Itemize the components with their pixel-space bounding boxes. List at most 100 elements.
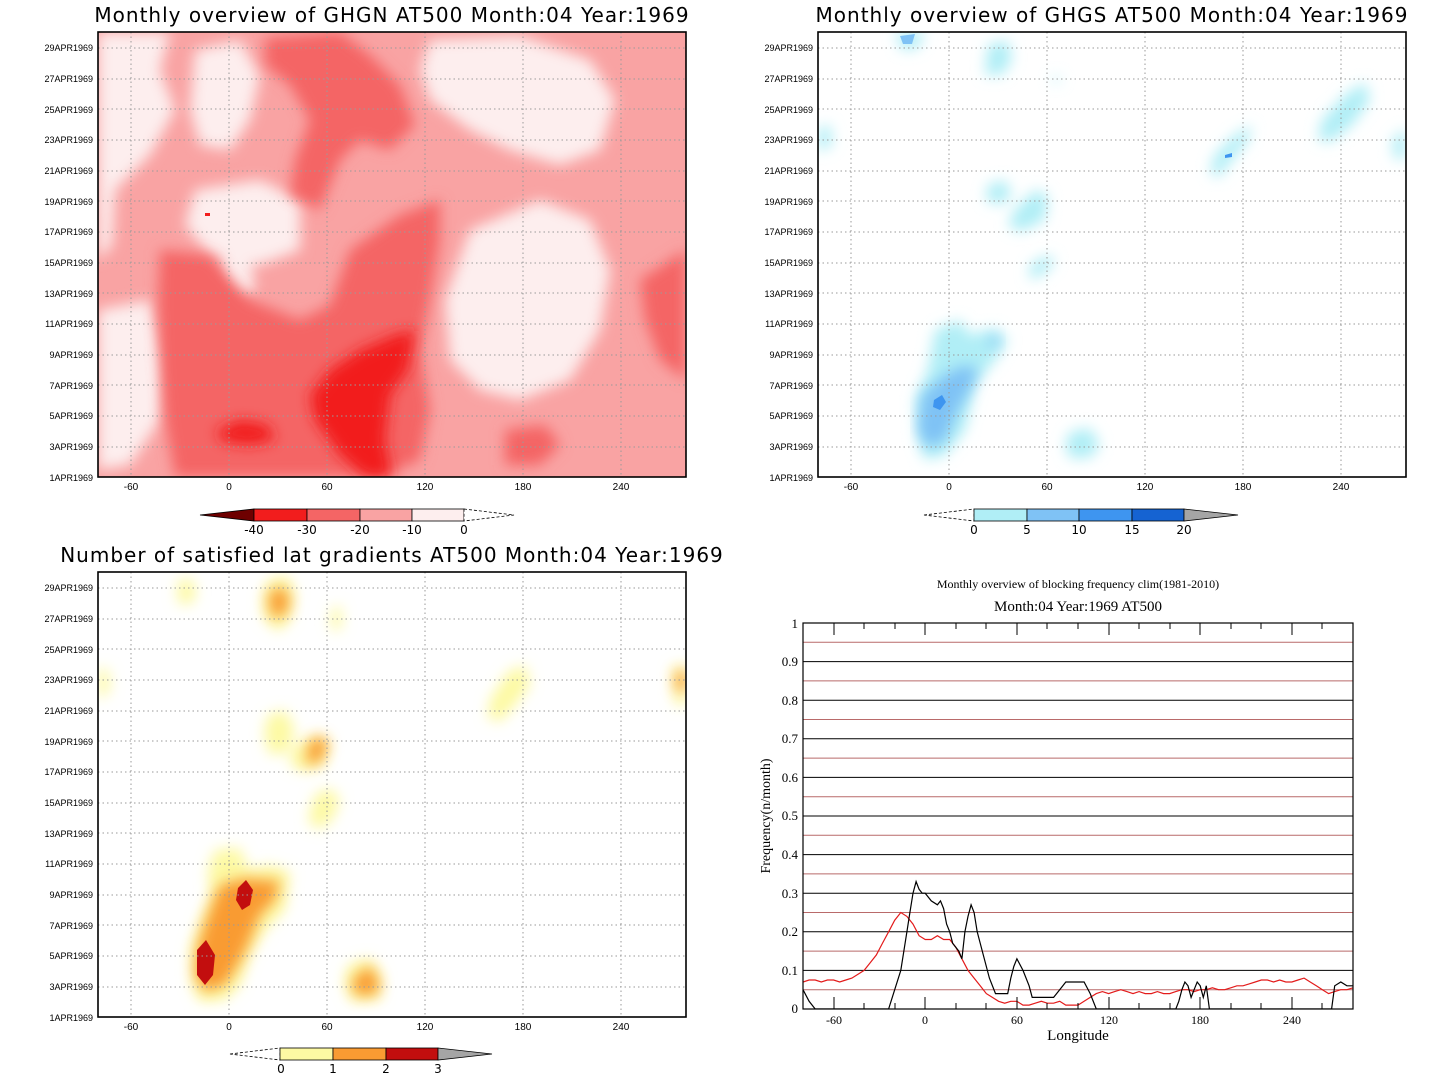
ghgs-panel: Monthly overview of GHGS AT500 Month:04 … — [764, 3, 1407, 537]
ghgs-colorbar-box — [1078, 508, 1133, 522]
grad-title: Number of satisfied lat gradients AT500 … — [60, 543, 724, 567]
grad-blob-dark — [236, 880, 253, 910]
grad-colorbar-arrow-low — [229, 1047, 281, 1061]
ghgs-frame — [817, 31, 1407, 478]
grad-x-tick: 240 — [613, 1022, 630, 1033]
ghgn-frame — [97, 31, 687, 478]
grad-field — [98, 576, 686, 1002]
ghgs-y-ticks: 1APR1969 3APR1969 5APR1969 7APR1969 9APR… — [764, 43, 813, 483]
ghgn-colorbar-box — [411, 508, 465, 522]
freq-y-tick: 0.7 — [782, 731, 799, 746]
freq-x-tick: 0 — [922, 1013, 928, 1027]
ghgn-colorbar-label: -40 — [244, 523, 264, 537]
freq-hgrid — [803, 641, 1353, 991]
freq-x-tick: 120 — [1100, 1013, 1118, 1027]
grad-blob-dark — [197, 940, 215, 985]
freq-y-tick: 0.2 — [782, 924, 798, 939]
ghgn-region-dark-main — [310, 330, 415, 477]
grad-y-tick: 17APR1969 — [44, 767, 93, 777]
ghgn-y-tick: 1APR1969 — [49, 473, 93, 483]
ghgn-y-tick: 17APR1969 — [44, 227, 93, 237]
grad-y-tick: 7APR1969 — [49, 921, 93, 931]
grad-blob — [308, 788, 340, 830]
grad-x-tick: 180 — [515, 1022, 532, 1033]
ghgn-region-light-lowleft — [98, 300, 165, 470]
ghgs-y-tick: 3APR1969 — [769, 442, 813, 452]
ghgs-blob — [818, 125, 832, 152]
freq-x-tick: 60 — [1011, 1013, 1023, 1027]
ghgs-y-tick: 11APR1969 — [765, 319, 813, 329]
ghgn-title: Monthly overview of GHGN AT500 Month:04 … — [94, 3, 689, 27]
ghgs-y-tick: 29APR1969 — [764, 43, 813, 53]
ghgn-x-tick: 0 — [226, 482, 232, 493]
freq-y-tick: 0.4 — [782, 847, 799, 862]
ghgn-y-tick: 23APR1969 — [44, 135, 93, 145]
ghgs-blob — [1065, 428, 1100, 458]
freq-y-ticks: 0 0.1 0.2 0.3 0.4 0.5 0.6 0.7 0.8 0.9 1 — [782, 616, 799, 1016]
grad-colorbar-label: 3 — [434, 1062, 442, 1076]
ghgs-colorbar-box — [1131, 508, 1185, 522]
grad-colorbar-arrow-high — [437, 1047, 493, 1061]
ghgs-colorbar: 0 5 10 15 20 — [923, 508, 1239, 537]
freq-y-tick: 0.5 — [782, 808, 798, 823]
ghgs-y-tick: 25APR1969 — [764, 105, 813, 115]
ghgn-y-ticks: 1APR1969 3APR1969 5APR1969 7APR1969 9APR… — [44, 43, 93, 483]
ghgs-blob — [1030, 255, 1055, 280]
ghgs-field — [818, 32, 1406, 460]
ghgs-colorbar-box — [1026, 508, 1080, 522]
grad-blob — [178, 578, 196, 605]
ghgs-blob — [1210, 125, 1252, 178]
ghgn-colorbar-label: -10 — [402, 523, 422, 537]
ghgn-region-mid-small — [505, 425, 560, 465]
ghgn-x-tick: 60 — [321, 482, 333, 493]
ghgn-y-tick: 27APR1969 — [44, 74, 93, 84]
grad-y-tick: 25APR1969 — [44, 645, 93, 655]
grad-colorbar-label: 2 — [382, 1062, 390, 1076]
ghgn-x-tick: -60 — [124, 482, 139, 493]
freq-ticks — [833, 623, 1323, 1009]
ghgs-y-tick: 1APR1969 — [769, 473, 813, 483]
ghgn-region-mid-top — [265, 32, 415, 210]
ghgs-colorbar-label: 20 — [1176, 523, 1191, 537]
ghgn-colorbar-box — [306, 508, 361, 522]
freq-x-label: Longitude — [1047, 1028, 1109, 1044]
ghgs-x-tick: 180 — [1235, 482, 1252, 493]
ghgn-field — [98, 32, 686, 477]
grad-y-tick: 21APR1969 — [44, 706, 93, 716]
ghgs-x-ticks: -60 0 60 120 180 240 — [844, 482, 1350, 493]
grad-y-tick: 27APR1969 — [44, 614, 93, 624]
ghgn-colorbar-arrow-low — [199, 508, 255, 522]
grad-blob — [488, 665, 530, 722]
freq-panel: Monthly overview of blocking frequency c… — [759, 577, 1354, 1044]
ghgn-y-tick: 13APR1969 — [44, 289, 93, 299]
ghgn-y-tick: 3APR1969 — [49, 442, 93, 452]
ghgn-region-light-right — [445, 200, 610, 400]
grad-x-tick: 120 — [417, 1022, 434, 1033]
ghgs-colorbar-label: 0 — [970, 523, 978, 537]
ghgs-blob-mid — [990, 336, 998, 346]
ghgs-blob-dark — [1225, 153, 1232, 158]
freq-y-tick: 0.6 — [782, 770, 799, 785]
ghgn-y-tick: 21APR1969 — [44, 166, 93, 176]
ghgs-blob — [986, 180, 1012, 205]
freq-line-black — [803, 879, 1353, 1009]
ghgs-y-tick: 5APR1969 — [769, 411, 813, 421]
freq-x-ticks: -60 0 60 120 180 240 — [826, 1013, 1301, 1027]
ghgn-region-light-topright — [420, 36, 615, 165]
grad-colorbar-box — [279, 1047, 334, 1061]
grad-blob — [330, 605, 342, 633]
grad-y-tick: 19APR1969 — [44, 737, 93, 747]
grad-blob-mid — [268, 585, 290, 618]
grad-x-tick: 0 — [226, 1022, 232, 1033]
ghgn-panel: Monthly overview of GHGN AT500 Month:04 … — [44, 3, 689, 537]
grad-y-tick: 23APR1969 — [44, 675, 93, 685]
ghgs-blob — [1318, 82, 1370, 142]
grad-blob — [264, 710, 295, 755]
ghgn-colorbar-label: -20 — [350, 523, 370, 537]
ghgs-colorbar-arrow-high — [1183, 508, 1239, 522]
grad-y-tick: 13APR1969 — [44, 829, 93, 839]
ghgs-blob-dark — [933, 395, 946, 410]
ghgn-y-tick: 25APR1969 — [44, 105, 93, 115]
ghgs-blob-dark — [900, 34, 915, 44]
